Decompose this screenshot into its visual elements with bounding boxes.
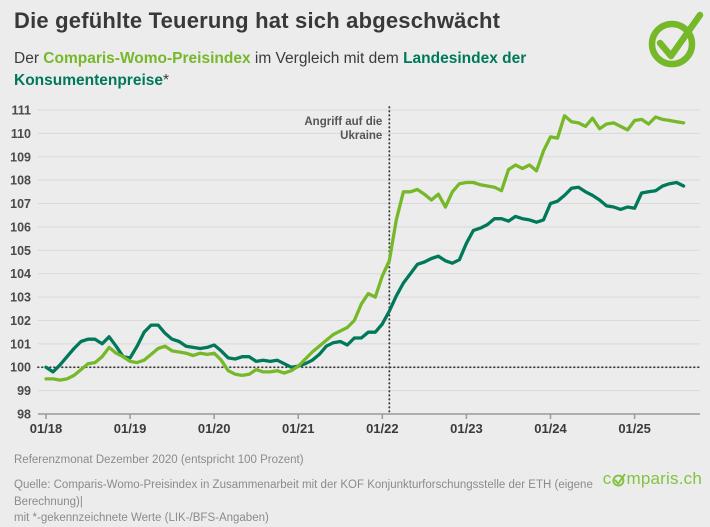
wordmark-right: mparis.ch	[626, 469, 702, 488]
reference-note: Referenzmonat Dezember 2020 (entspricht …	[14, 454, 304, 466]
svg-text:01/18: 01/18	[30, 421, 63, 436]
svg-text:01/22: 01/22	[366, 421, 399, 436]
source-line-2: mit *-gekennzeichnete Werte (LIK-/BFS-An…	[14, 512, 269, 525]
svg-text:101: 101	[10, 337, 31, 351]
svg-text:01/24: 01/24	[534, 421, 567, 436]
svg-text:105: 105	[10, 244, 31, 258]
wordmark-o-check-icon	[612, 473, 626, 487]
chart: 98 99 100 101 102 103 104 105 106 107 108 109 110 111…	[0, 100, 710, 445]
x-axis-labels: 01/18 01/19 01/20 01/21 01/22 01/23 01/24 01/25	[30, 421, 651, 436]
svg-text:104: 104	[10, 267, 31, 281]
legend-lik-label: Landesindex der Konsumentenpreise	[14, 50, 527, 89]
chart-subtitle: Der Comparis-Womo-Preisindex im Vergleic…	[14, 48, 614, 91]
svg-text:107: 107	[10, 197, 31, 211]
svg-text:110: 110	[11, 127, 31, 141]
page-title: Die gefühlte Teuerung hat sich abgeschwä…	[14, 8, 501, 33]
svg-text:01/25: 01/25	[618, 421, 651, 436]
series-line-lik	[44, 180, 686, 374]
svg-text:102: 102	[10, 314, 31, 328]
source-note: Quelle: Comparis-Womo-Preisindex in Zusa…	[14, 477, 614, 527]
legend-womo-label: Comparis-Womo-Preisindex	[43, 50, 251, 67]
svg-text:01/19: 01/19	[114, 421, 147, 436]
subtitle-prefix: Der	[14, 50, 44, 67]
svg-text:01/21: 01/21	[282, 421, 315, 436]
subtitle-middle: im Vergleich mit dem	[250, 50, 404, 67]
comparis-wordmark: c mparis.ch	[603, 469, 702, 489]
svg-text:01/20: 01/20	[198, 421, 231, 436]
source-line-1: Quelle: Comparis-Womo-Preisindex in Zusa…	[14, 479, 593, 508]
svg-text:Ukraine: Ukraine	[340, 130, 382, 142]
x-axis	[38, 413, 700, 419]
svg-text:98: 98	[17, 408, 31, 422]
series-line-womo	[44, 114, 686, 382]
svg-text:106: 106	[10, 220, 31, 234]
svg-text:01/23: 01/23	[450, 421, 483, 436]
svg-text:103: 103	[10, 291, 31, 305]
subtitle-suffix: *	[163, 71, 170, 89]
chart-svg: 98 99 100 101 102 103 104 105 106 107 108 109 110 111…	[10, 104, 701, 436]
svg-text:100: 100	[10, 361, 31, 375]
event-annotation: Angriff auf die Ukraine	[304, 116, 382, 142]
gridlines	[38, 109, 700, 392]
infographic: Die gefühlte Teuerung hat sich abgeschwä…	[0, 8, 710, 525]
svg-text:108: 108	[10, 174, 31, 188]
comparis-check-logo-icon	[648, 8, 704, 70]
svg-text:Angriff auf die: Angriff auf die	[304, 116, 382, 128]
y-axis-labels: 98 99 100 101 102 103 104 105 106 107 108 109 110 111	[10, 104, 31, 422]
svg-text:109: 109	[10, 150, 31, 164]
svg-text:99: 99	[17, 384, 31, 398]
wordmark-left: c	[602, 469, 612, 488]
svg-text:111: 111	[12, 104, 32, 118]
